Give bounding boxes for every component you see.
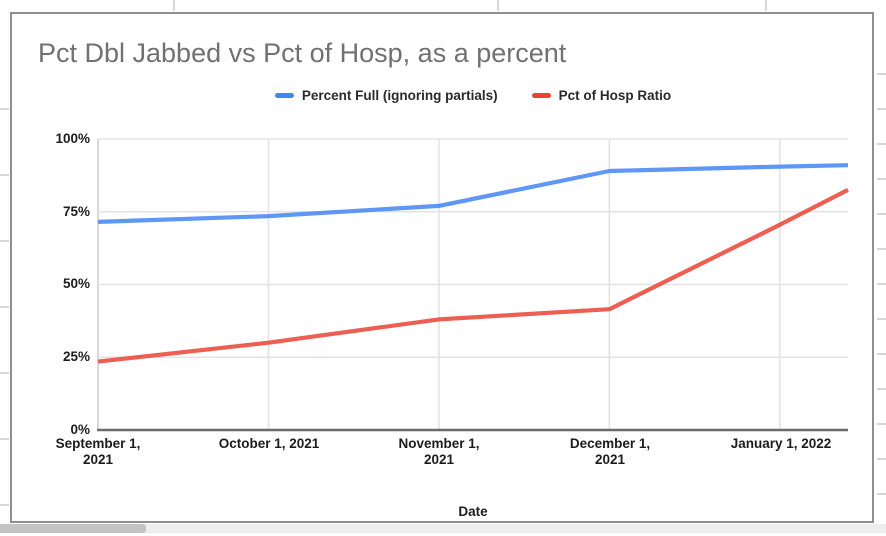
x-axis-tick-november: November 1, 2021 xyxy=(398,436,480,467)
legend-label-percent-full: Percent Full (ignoring partials) xyxy=(301,87,498,103)
sheet-column-gridline xyxy=(765,0,767,11)
y-axis-tick-100: 100% xyxy=(55,131,90,146)
horizontal-scrollbar-thumb[interactable] xyxy=(0,524,146,533)
horizontal-scrollbar-track[interactable] xyxy=(0,524,886,533)
chart-card[interactable]: Pct Dbl Jabbed vs Pct of Hosp, as a perc… xyxy=(10,12,874,523)
sheet-column-gridline xyxy=(497,0,499,11)
sheet-column-gridline xyxy=(173,0,175,11)
chart-title: Pct Dbl Jabbed vs Pct of Hosp, as a perc… xyxy=(38,38,567,68)
legend-label-hosp-ratio: Pct of Hosp Ratio xyxy=(558,87,672,103)
y-axis-tick-0: 0% xyxy=(70,422,90,437)
y-axis-tick-75: 75% xyxy=(62,204,90,219)
y-axis-tick-50: 50% xyxy=(62,276,90,291)
sheet-row-gridlines-left xyxy=(0,44,9,514)
legend-item-hosp-ratio: Pct of Hosp Ratio xyxy=(531,87,672,103)
legend-item-percent-full: Percent Full (ignoring partials) xyxy=(274,87,498,103)
legend-swatch-red xyxy=(531,92,551,98)
chart-card-inner: Pct Dbl Jabbed vs Pct of Hosp, as a perc… xyxy=(12,14,872,521)
x-axis-tick-september: September 1, 2021 xyxy=(55,436,141,467)
legend-swatch-blue xyxy=(274,92,294,98)
sheet-row-gridlines-right xyxy=(877,40,886,518)
x-axis-tick-january: January 1, 2022 xyxy=(730,436,832,451)
chart-legend: Percent Full (ignoring partials) Pct of … xyxy=(98,86,848,104)
x-axis-title: Date xyxy=(458,504,488,519)
y-axis-tick-25: 25% xyxy=(62,349,90,364)
x-axis-tick-october: October 1, 2021 xyxy=(218,436,320,451)
x-axis-tick-december: December 1, 2021 xyxy=(569,436,651,467)
